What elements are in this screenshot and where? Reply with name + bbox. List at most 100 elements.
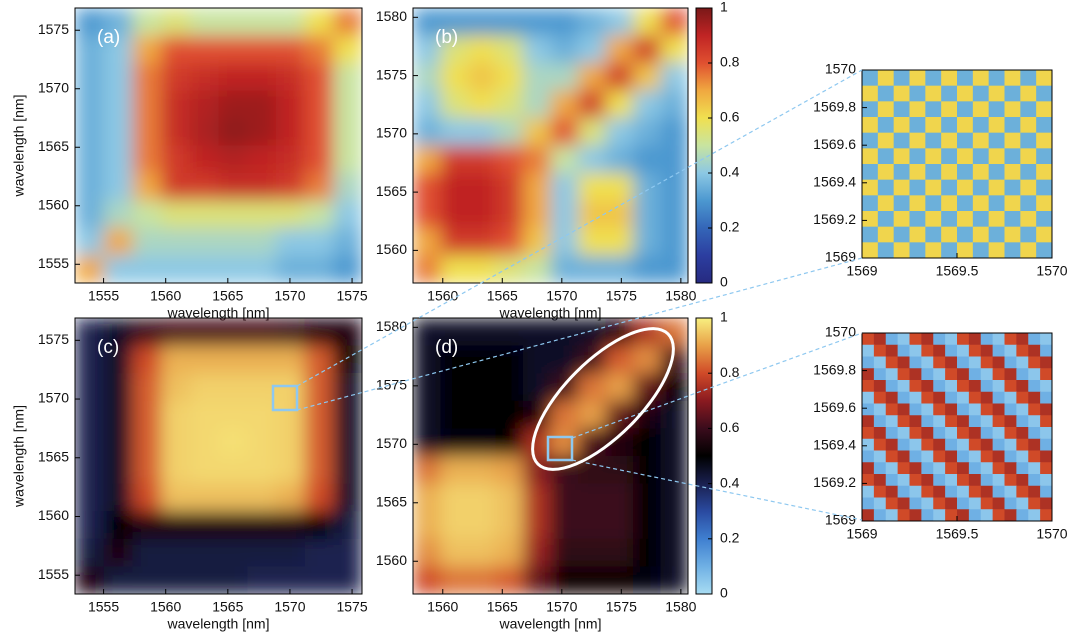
heat-cell (468, 200, 497, 229)
heat-cell (921, 462, 934, 475)
heat-cell (633, 145, 662, 174)
heat-cell (523, 428, 552, 457)
heat-cell (873, 380, 887, 393)
heat-cell (304, 428, 334, 457)
heat-cell (873, 391, 887, 405)
heat-cell (992, 474, 1006, 487)
colorbar-tick-label: 0.8 (720, 54, 740, 70)
heat-cell (550, 345, 579, 374)
heat-cell (189, 145, 220, 174)
heat-cell (247, 90, 277, 119)
heat-cell (495, 538, 524, 567)
heat-cell (1016, 509, 1029, 521)
heat-cell (885, 344, 899, 358)
heat-cell (161, 428, 191, 457)
heat-cell (218, 118, 248, 147)
y-tick-label: 1569.4 (813, 437, 856, 453)
heat-cell (1040, 427, 1052, 440)
heat-cell (873, 356, 887, 369)
heat-cell (862, 148, 879, 165)
x-tick-label: 1565 (212, 599, 243, 615)
heat-cell (877, 70, 895, 87)
colorbar (695, 317, 713, 595)
heat-cell (972, 132, 990, 149)
heatmap (862, 333, 1052, 521)
heat-cell (189, 428, 220, 457)
heat-cell (909, 485, 922, 499)
heat-cell (103, 145, 133, 174)
heat-cell (633, 90, 662, 119)
heat-cell (980, 497, 994, 510)
x-tick-label: 1570 (546, 599, 577, 615)
heat-cell (877, 226, 895, 243)
heat-cell (941, 70, 958, 87)
heat-cell (333, 511, 362, 540)
heat-cell (862, 403, 875, 416)
heat-cell (275, 118, 306, 147)
heat-cell (495, 228, 524, 257)
colorbar-tick-label: 1 (720, 0, 728, 15)
heat-cell (893, 132, 911, 149)
heat-cell (972, 101, 990, 118)
y-tick-label: 1555 (38, 255, 69, 271)
heatmap (413, 318, 688, 594)
heat-cell (957, 132, 974, 149)
heat-cell (925, 179, 942, 196)
heat-cell (275, 538, 306, 567)
heat-cell (980, 509, 994, 521)
heat-cell (189, 345, 220, 374)
y-tick-label: 1555 (38, 566, 69, 582)
heat-cell (933, 391, 946, 405)
heat-cell (957, 438, 970, 452)
heat-cell (161, 173, 191, 202)
heat-cell (304, 228, 334, 257)
heat-cell (992, 380, 1006, 393)
heat-cell (633, 456, 662, 485)
annotations (271, 69, 863, 521)
heat-cell (885, 450, 899, 463)
heat-cell (413, 373, 442, 402)
heat-cell (945, 403, 958, 416)
x-tick-label: 1570 (546, 288, 577, 304)
heat-cell (495, 428, 524, 457)
heat-cell (413, 566, 442, 594)
heat-cell (161, 118, 191, 147)
heat-cell (909, 415, 922, 428)
heat-cell (1020, 148, 1037, 165)
heat-cell (992, 403, 1006, 416)
heat-cell (413, 345, 442, 374)
heat-cell (980, 438, 994, 452)
heat-cell (885, 474, 899, 487)
heat-cell (660, 118, 688, 147)
heat-cell (921, 368, 934, 381)
heat-cell (925, 195, 942, 212)
heat-cell (161, 400, 191, 429)
heat-cell (1016, 368, 1029, 381)
heat-cell (304, 400, 334, 429)
heat-cell (275, 456, 306, 485)
heat-cell (873, 344, 887, 358)
heat-cell (1004, 380, 1017, 393)
heatmap (75, 8, 362, 283)
y-tick-label: 1565 (376, 493, 407, 509)
heat-cell (605, 483, 634, 512)
colorbar-tick-label: 0.2 (720, 219, 740, 235)
heat-cell (660, 8, 688, 37)
heat-cell (1036, 164, 1052, 181)
heat-cell (885, 438, 899, 452)
y-tick-label: 1570 (38, 390, 69, 406)
heat-cell (333, 345, 362, 374)
heat-cell (605, 173, 634, 202)
heat-cell (893, 85, 911, 102)
heat-cell (189, 63, 220, 92)
heat-cell (468, 35, 497, 64)
heat-cell (862, 242, 879, 258)
heat-cell (103, 35, 133, 64)
heat-cell (132, 145, 162, 174)
heat-cell (75, 145, 105, 174)
heat-cell (75, 511, 105, 540)
heat-cell (1040, 474, 1052, 487)
heat-cell (633, 345, 662, 374)
heat-cell (275, 373, 306, 402)
heat-cell (161, 145, 191, 174)
